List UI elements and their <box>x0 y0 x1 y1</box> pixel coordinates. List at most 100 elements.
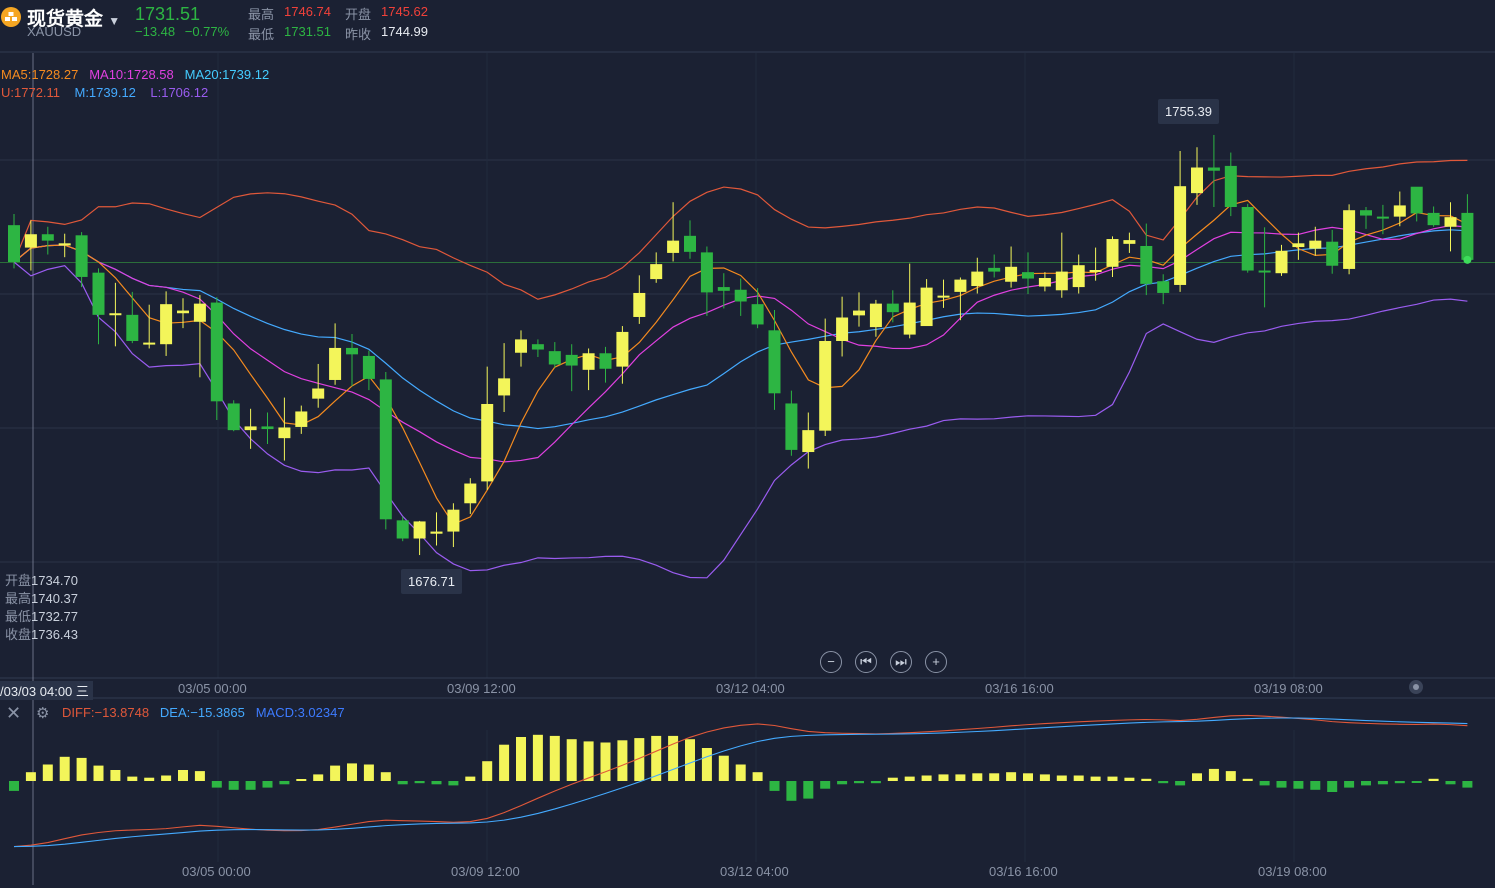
zoom-out-button[interactable]: − <box>820 651 842 673</box>
macd-bar <box>820 781 831 789</box>
macd-bar <box>228 781 239 790</box>
candle-body <box>396 520 409 539</box>
gold-logo-icon <box>1 7 21 27</box>
zoom-in-button[interactable]: + <box>925 651 947 673</box>
candle-body <box>684 235 696 252</box>
macd-bar <box>262 781 273 788</box>
candle-body <box>92 272 105 315</box>
candle-body <box>1410 186 1423 214</box>
candle-body <box>1275 250 1288 274</box>
candle-body <box>751 304 764 325</box>
settings-dot-icon[interactable] <box>1409 680 1423 694</box>
candle-body <box>1393 205 1406 217</box>
candle-body <box>599 353 612 369</box>
candle-body <box>1123 240 1136 244</box>
x-tick: 03/19 08:00 <box>1254 681 1323 696</box>
macd-bar <box>397 781 408 785</box>
candle-body <box>244 426 257 431</box>
low-value: 1731.51 <box>284 24 331 39</box>
last-price-dot <box>1463 255 1472 264</box>
macd-bar <box>972 773 983 781</box>
candle-body <box>481 403 494 482</box>
scroll-right-button[interactable]: ⏭ <box>890 651 912 673</box>
candle-body <box>413 521 426 539</box>
macd-bar <box>1327 781 1338 792</box>
macd-bar <box>1124 777 1135 781</box>
candle-body <box>58 243 71 246</box>
macd-bar <box>1158 781 1169 784</box>
candle-body <box>227 403 240 431</box>
instrument-title[interactable]: 现货黄金 ▼ <box>27 9 121 30</box>
min-callout: 1676.71 <box>401 569 462 594</box>
candle-body <box>1326 241 1339 266</box>
candle-body <box>717 287 730 291</box>
scroll-left-button[interactable]: ⏮ <box>855 651 877 673</box>
macd-bar <box>1293 781 1304 789</box>
candle-body <box>329 347 342 380</box>
macd-bar <box>549 735 560 781</box>
macd-bar <box>938 774 949 781</box>
candle-body <box>869 303 882 328</box>
macd-bar <box>803 781 814 799</box>
high-label: 最高 <box>248 7 275 22</box>
boll-m-legend: M:1739.12 <box>74 85 136 100</box>
instrument-symbol: XAUUSD <box>27 24 82 39</box>
candle-body <box>853 310 865 316</box>
x-tick: 03/16 16:00 <box>985 681 1054 696</box>
crosshair-ohlc: 开盘1734.70 最高1740.37 最低1732.77 收盘1736.43 <box>5 573 79 642</box>
candle-body <box>1376 216 1389 219</box>
macd-bar <box>752 772 763 781</box>
macd-bar <box>1175 781 1186 786</box>
macd-bar <box>651 735 662 781</box>
boll-legend: U:1772.11 M:1739.12 L:1706.12 <box>1 85 208 100</box>
candle-body <box>531 344 544 350</box>
prev-close-value: 1744.99 <box>381 24 428 39</box>
candle-body <box>278 427 291 439</box>
candle-body <box>362 355 375 379</box>
candle-body <box>1022 272 1034 279</box>
macd-bar <box>465 776 476 781</box>
boll-l-legend: L:1706.12 <box>150 85 209 100</box>
candle-body <box>937 295 950 298</box>
macd-bar <box>279 781 290 785</box>
macd-bar <box>735 764 746 781</box>
dea-legend: DEA:−15.3865 <box>159 705 245 720</box>
candle-body <box>210 302 223 402</box>
chevron-down-icon[interactable]: ▼ <box>108 14 121 28</box>
candle-body <box>886 303 899 313</box>
close-icon[interactable]: ✕ <box>6 703 22 723</box>
macd-bar <box>1377 781 1388 785</box>
gear-icon[interactable]: ⚙ <box>36 705 50 722</box>
candle-body <box>447 509 460 532</box>
macd-bar <box>1462 781 1473 788</box>
macd-bar <box>127 776 138 781</box>
ma-legend: MA5:1728.27 MA10:1728.58 MA20:1739.12 <box>1 67 269 82</box>
macd-bar <box>1225 771 1236 781</box>
macd-bar <box>532 734 543 781</box>
macd-bar <box>668 735 679 781</box>
macd-bar <box>1039 774 1050 781</box>
candle-body <box>920 287 933 327</box>
ma5-line <box>13 199 1468 525</box>
candle-body <box>633 292 646 317</box>
candle-body <box>8 225 20 262</box>
candle-body <box>1106 239 1119 267</box>
candle-body <box>700 252 713 293</box>
candle-body <box>802 430 815 453</box>
macd-bar <box>161 775 172 781</box>
candle-body <box>109 313 122 316</box>
macd-bar <box>516 737 526 781</box>
macd-bar <box>1107 776 1118 781</box>
ma20-legend: MA20:1739.12 <box>184 67 270 82</box>
macd-value-legend: MACD:3.02347 <box>255 705 345 720</box>
candle-body <box>75 235 88 277</box>
candle-body <box>1157 281 1170 293</box>
high-value: 1746.74 <box>284 4 331 19</box>
candle-body <box>836 317 849 341</box>
candle-body <box>1444 217 1457 227</box>
macd-bar <box>887 777 898 781</box>
macd-bar <box>904 776 915 781</box>
macd-bar <box>583 741 594 781</box>
candle-body <box>667 240 680 253</box>
